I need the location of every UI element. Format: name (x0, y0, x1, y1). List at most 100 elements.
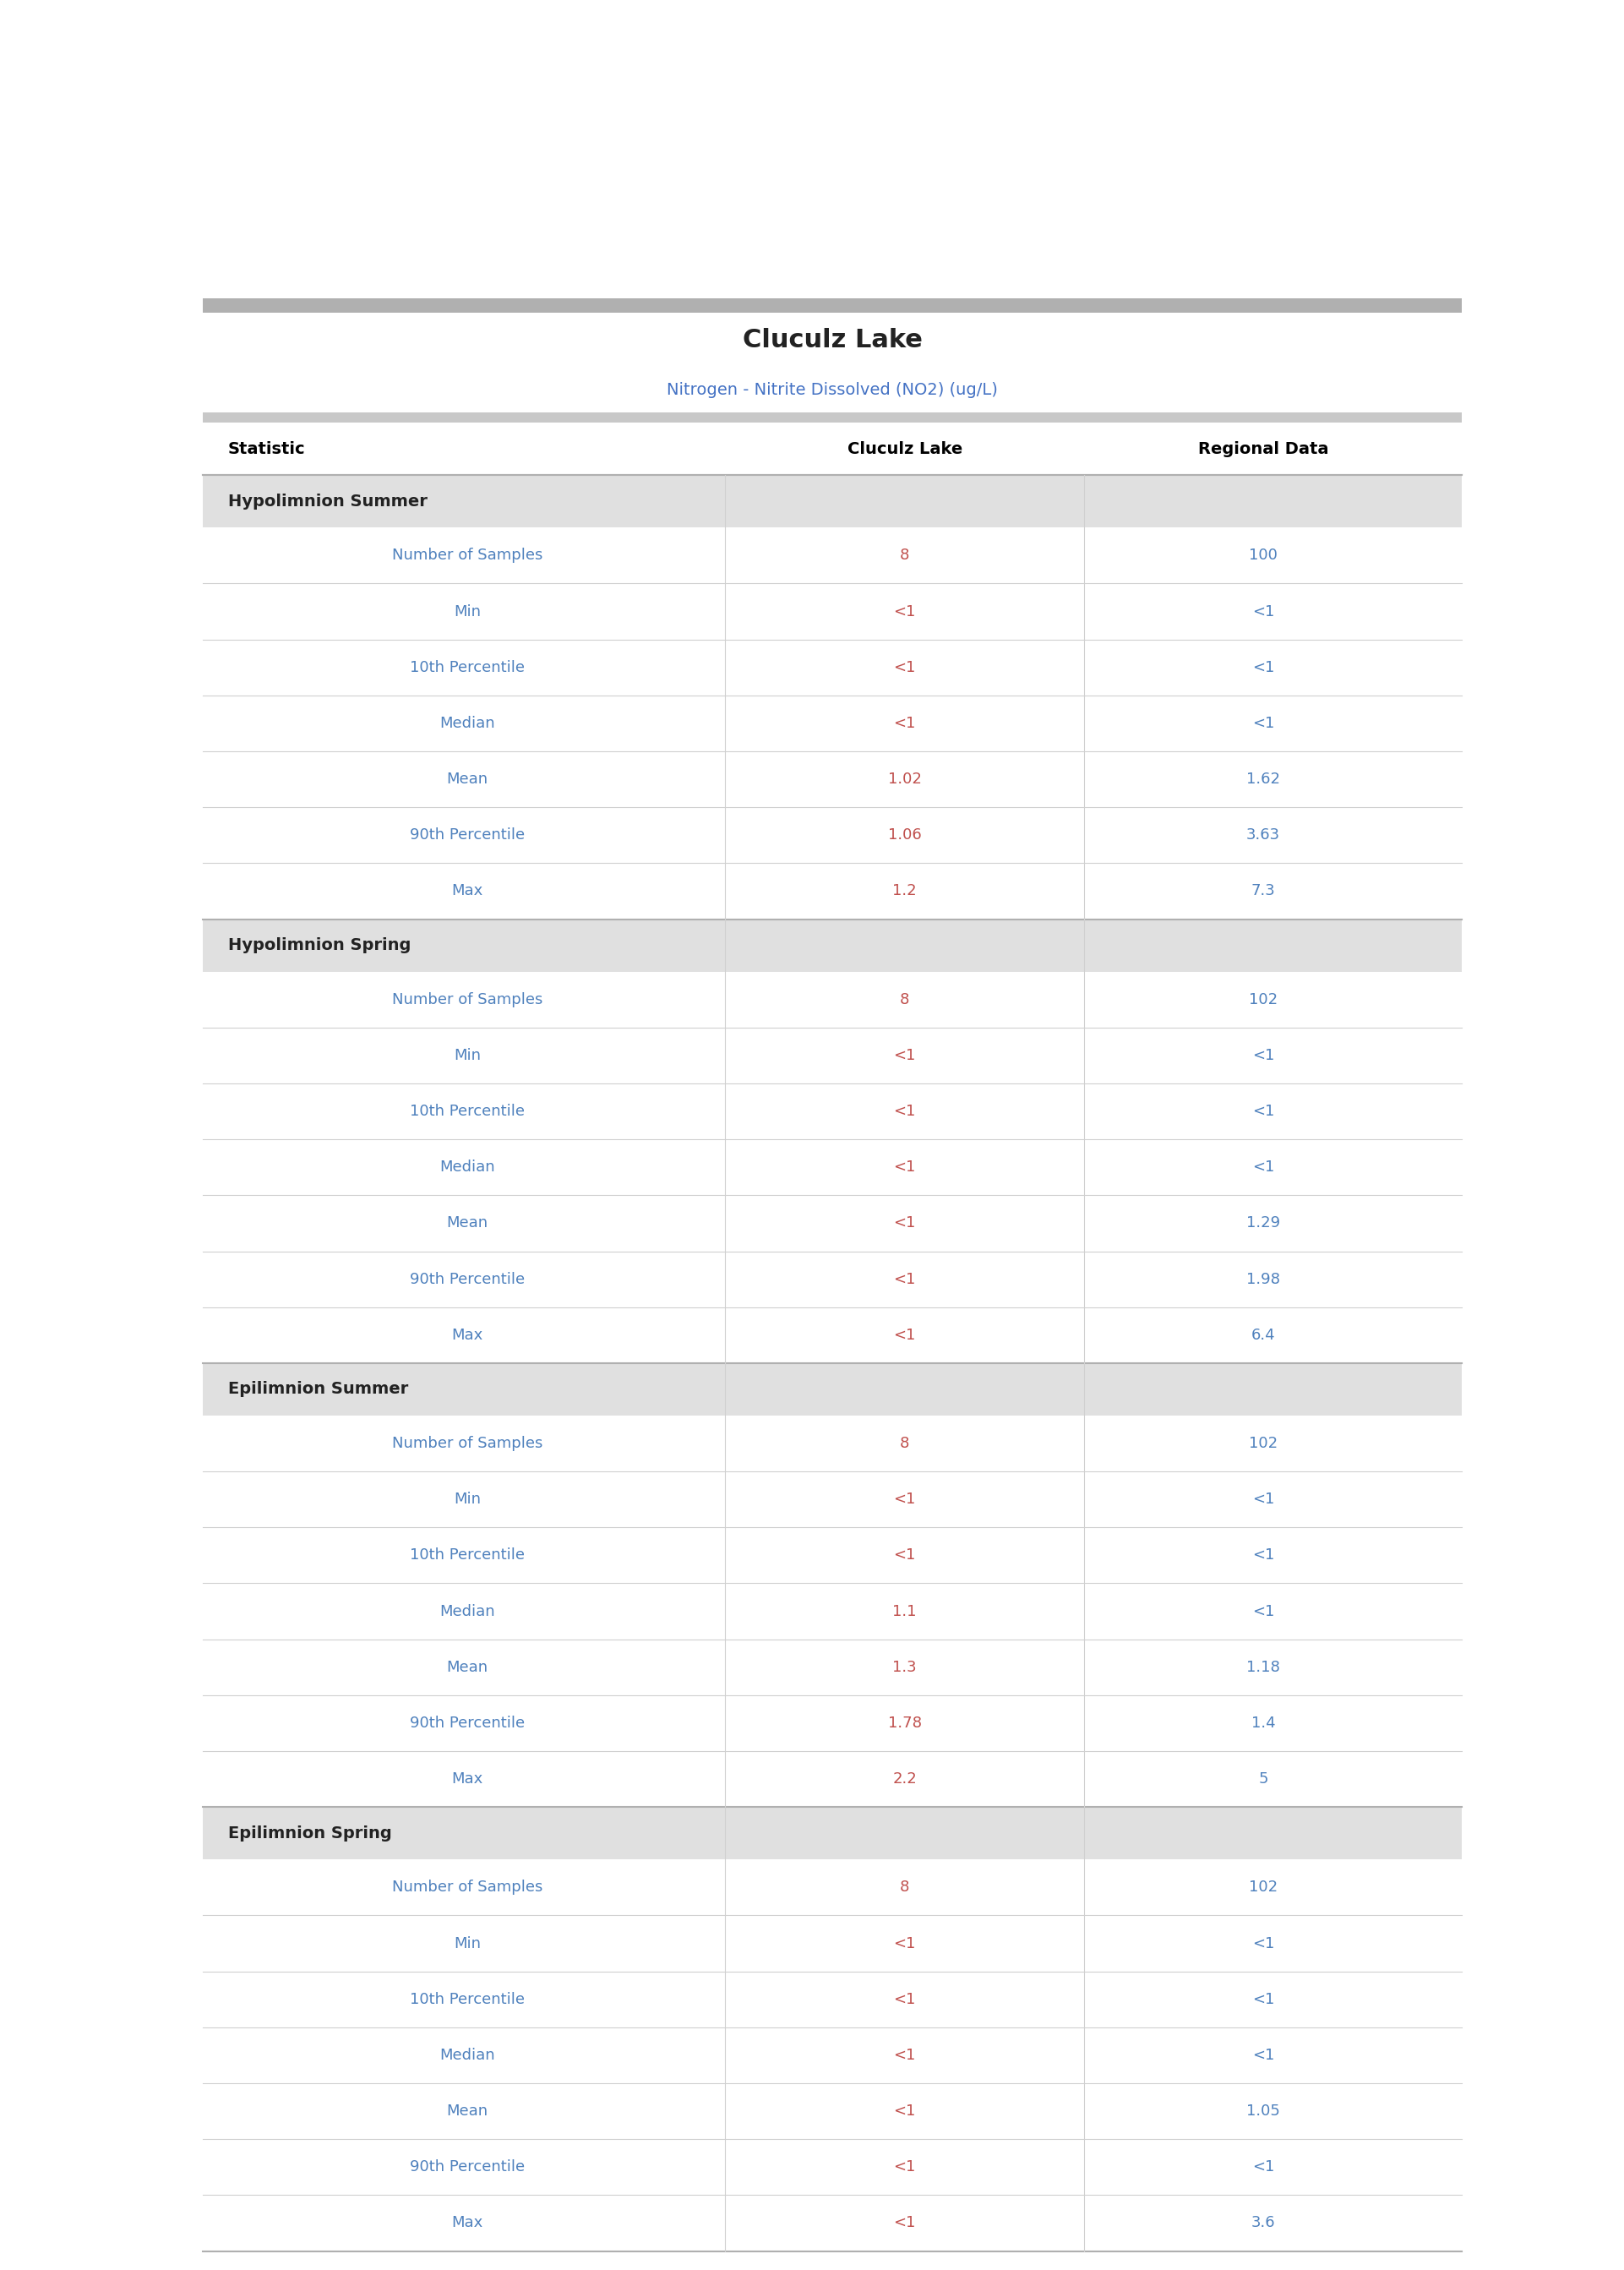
Text: <1: <1 (1252, 2159, 1275, 2175)
Text: <1: <1 (893, 604, 916, 620)
Text: <1: <1 (893, 1936, 916, 1950)
Text: Mean: Mean (447, 772, 489, 788)
Bar (203, 1362, 1462, 1416)
Text: Mean: Mean (447, 1217, 489, 1230)
Text: 90th Percentile: 90th Percentile (409, 1716, 525, 1730)
Bar (203, 863, 1462, 919)
Bar (203, 972, 1462, 1028)
Bar (203, 1750, 1462, 1807)
Text: 90th Percentile: 90th Percentile (409, 1271, 525, 1287)
Text: <1: <1 (1252, 1936, 1275, 1950)
Text: 7.3: 7.3 (1250, 883, 1275, 899)
Bar (203, 2027, 1462, 2084)
Bar (203, 527, 1462, 583)
Text: <1: <1 (1252, 1049, 1275, 1062)
Bar (203, 300, 1462, 313)
Text: Nitrogen - Nitrite Dissolved (NO2) (ug/L): Nitrogen - Nitrite Dissolved (NO2) (ug/L… (667, 381, 997, 400)
Text: <1: <1 (893, 1217, 916, 1230)
Bar (203, 1528, 1462, 1584)
Bar (203, 695, 1462, 751)
Text: 10th Percentile: 10th Percentile (409, 661, 525, 674)
Bar (203, 1028, 1462, 1083)
Text: Cluculz Lake: Cluculz Lake (848, 440, 963, 456)
Text: 1.18: 1.18 (1247, 1659, 1280, 1675)
Bar (203, 1308, 1462, 1362)
Bar (203, 422, 1462, 474)
Text: <1: <1 (893, 715, 916, 731)
Text: <1: <1 (893, 1049, 916, 1062)
Text: <1: <1 (893, 2104, 916, 2118)
Bar (203, 2084, 1462, 2138)
Bar (203, 1916, 1462, 1970)
Text: <1: <1 (1252, 1548, 1275, 1564)
Text: Min: Min (453, 1491, 481, 1507)
Text: 5: 5 (1259, 1771, 1268, 1786)
Text: <1: <1 (1252, 1160, 1275, 1176)
Text: 8: 8 (900, 547, 909, 563)
Text: Epilimnion Summer: Epilimnion Summer (227, 1380, 408, 1398)
Text: 90th Percentile: 90th Percentile (409, 829, 525, 842)
Text: <1: <1 (893, 1491, 916, 1507)
Text: 100: 100 (1249, 547, 1278, 563)
Text: <1: <1 (1252, 604, 1275, 620)
Text: 1.05: 1.05 (1247, 2104, 1280, 2118)
Text: Cluculz Lake: Cluculz Lake (742, 329, 922, 352)
Text: Median: Median (440, 2048, 495, 2063)
Text: 1.62: 1.62 (1247, 772, 1280, 788)
Text: Number of Samples: Number of Samples (391, 1880, 542, 1895)
Text: 1.4: 1.4 (1250, 1716, 1275, 1730)
Bar (203, 808, 1462, 863)
Text: Max: Max (451, 1771, 482, 1786)
Text: 102: 102 (1249, 1880, 1278, 1895)
Text: 1.2: 1.2 (893, 883, 918, 899)
Text: Epilimnion Spring: Epilimnion Spring (227, 1825, 391, 1841)
Text: Hypolimnion Spring: Hypolimnion Spring (227, 938, 411, 953)
Bar (203, 1639, 1462, 1696)
Text: 8: 8 (900, 1437, 909, 1451)
Text: 1.98: 1.98 (1247, 1271, 1280, 1287)
Text: <1: <1 (893, 1160, 916, 1176)
Text: 3.6: 3.6 (1250, 2216, 1275, 2231)
Text: 10th Percentile: 10th Percentile (409, 1103, 525, 1119)
Text: <1: <1 (1252, 1991, 1275, 2007)
Text: 1.78: 1.78 (888, 1716, 921, 1730)
Bar (203, 1696, 1462, 1750)
Bar (203, 919, 1462, 972)
Bar (203, 640, 1462, 695)
Text: 102: 102 (1249, 992, 1278, 1008)
Text: 1.06: 1.06 (888, 829, 921, 842)
Bar (203, 413, 1462, 422)
Text: Max: Max (451, 1328, 482, 1344)
Text: <1: <1 (1252, 1491, 1275, 1507)
Bar (203, 583, 1462, 640)
Text: <1: <1 (893, 1103, 916, 1119)
Bar (203, 1416, 1462, 1471)
Text: <1: <1 (893, 661, 916, 674)
Text: Regional Data: Regional Data (1199, 440, 1328, 456)
Text: <1: <1 (893, 2159, 916, 2175)
Text: Number of Samples: Number of Samples (391, 1437, 542, 1451)
Text: <1: <1 (1252, 1603, 1275, 1619)
Bar (203, 1584, 1462, 1639)
Text: <1: <1 (893, 1271, 916, 1287)
Text: <1: <1 (893, 1548, 916, 1564)
Text: <1: <1 (1252, 661, 1275, 674)
Bar (203, 2195, 1462, 2252)
Text: Mean: Mean (447, 1659, 489, 1675)
Text: <1: <1 (893, 2216, 916, 2231)
Text: 2.2: 2.2 (893, 1771, 918, 1786)
Text: 1.1: 1.1 (893, 1603, 916, 1619)
Bar (203, 474, 1462, 527)
Text: Number of Samples: Number of Samples (391, 992, 542, 1008)
Text: <1: <1 (1252, 2048, 1275, 2063)
Text: 6.4: 6.4 (1250, 1328, 1275, 1344)
Text: 8: 8 (900, 992, 909, 1008)
Text: 10th Percentile: 10th Percentile (409, 1548, 525, 1564)
Text: Max: Max (451, 883, 482, 899)
Text: Min: Min (453, 604, 481, 620)
Text: 102: 102 (1249, 1437, 1278, 1451)
Text: Min: Min (453, 1936, 481, 1950)
Text: 1.02: 1.02 (888, 772, 921, 788)
Text: Min: Min (453, 1049, 481, 1062)
Text: Number of Samples: Number of Samples (391, 547, 542, 563)
